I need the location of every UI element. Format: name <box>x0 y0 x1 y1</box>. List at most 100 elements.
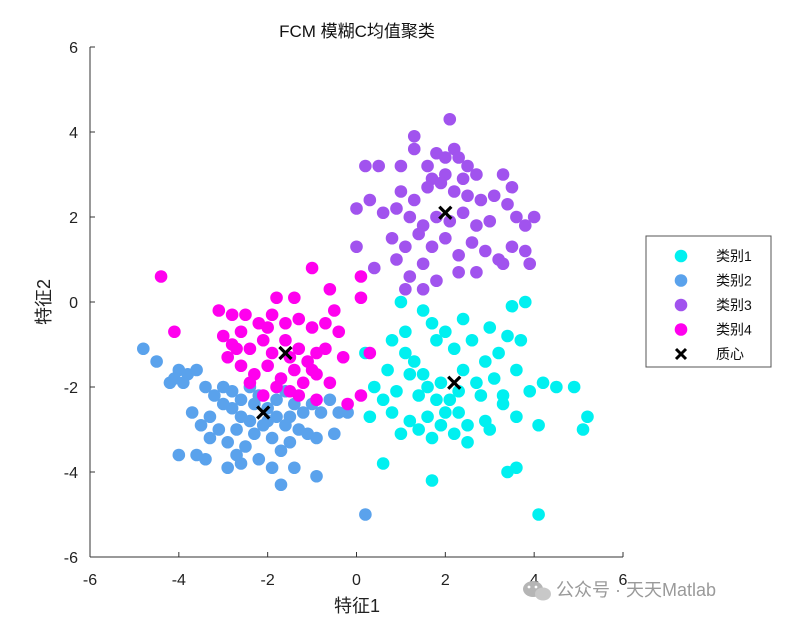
data-point <box>323 393 337 407</box>
data-point <box>465 333 479 347</box>
data-point <box>514 333 528 347</box>
data-point <box>265 431 279 445</box>
data-point <box>461 418 474 432</box>
data-point <box>390 384 403 398</box>
centroid-markers <box>256 205 462 420</box>
data-point <box>199 452 212 466</box>
data-point <box>479 244 492 258</box>
data-point <box>452 384 465 398</box>
data-point <box>310 431 323 445</box>
data-point <box>212 304 226 317</box>
data-point <box>248 427 261 441</box>
data-point <box>261 359 274 373</box>
data-point <box>274 444 288 458</box>
data-point <box>403 210 417 224</box>
data-point <box>430 393 443 407</box>
legend-marker <box>674 249 688 263</box>
data-point <box>399 282 412 296</box>
data-point <box>550 380 563 394</box>
data-point <box>443 393 457 407</box>
data-point <box>314 406 328 419</box>
data-point <box>496 168 510 181</box>
data-point <box>412 227 425 241</box>
data-point <box>288 291 301 305</box>
data-point <box>434 376 448 390</box>
legend-marker <box>674 323 688 336</box>
series-3 <box>350 112 541 296</box>
data-point <box>390 202 403 215</box>
data-point <box>359 508 372 521</box>
data-point <box>203 431 217 445</box>
data-point <box>439 406 452 419</box>
data-point <box>510 410 523 424</box>
data-point <box>354 291 368 305</box>
data-point <box>505 240 519 254</box>
y-tick-label: -6 <box>64 550 78 567</box>
data-point <box>203 410 217 424</box>
data-point <box>487 372 501 385</box>
data-point <box>505 299 519 313</box>
x-tick-label: -4 <box>172 572 186 589</box>
data-point <box>208 389 221 402</box>
data-point <box>332 325 346 339</box>
data-point <box>212 423 226 436</box>
centroid-marker <box>278 345 293 361</box>
data-point <box>305 363 319 377</box>
y-tick-label: -4 <box>64 465 78 482</box>
series-1 <box>359 295 594 521</box>
data-point <box>221 461 234 475</box>
data-point <box>376 206 390 220</box>
legend-box <box>645 235 772 368</box>
y-tick-label: -2 <box>64 380 78 397</box>
legend-marker-centroid <box>674 347 688 361</box>
chart-title: FCM 模糊C均值聚类 <box>279 22 435 41</box>
data-point <box>456 363 470 377</box>
data-point <box>407 355 421 368</box>
data-point <box>407 142 421 156</box>
data-point <box>399 325 412 339</box>
data-point <box>274 478 288 492</box>
data-point <box>288 461 301 475</box>
data-point <box>319 342 332 356</box>
data-point <box>407 129 421 143</box>
data-point <box>430 274 443 288</box>
data-point <box>216 329 230 343</box>
data-point <box>376 457 390 470</box>
data-point <box>150 355 163 368</box>
data-point <box>496 257 510 271</box>
data-point <box>243 342 257 356</box>
data-point <box>501 465 514 479</box>
data-point <box>234 359 248 373</box>
data-point <box>230 342 243 356</box>
data-point <box>443 112 457 126</box>
data-point <box>332 406 346 419</box>
data-point <box>270 291 283 305</box>
data-point <box>154 270 168 283</box>
data-point <box>501 197 514 211</box>
data-point <box>367 380 381 394</box>
data-point <box>292 312 306 326</box>
data-points <box>137 112 594 521</box>
centroid-marker <box>256 405 271 420</box>
data-point <box>327 427 341 441</box>
data-point <box>394 185 408 198</box>
data-point <box>510 210 523 224</box>
data-point <box>452 265 465 279</box>
data-point <box>439 151 452 164</box>
data-point <box>363 346 377 360</box>
data-point <box>310 393 323 407</box>
data-point <box>492 346 505 360</box>
data-point <box>270 410 283 424</box>
data-point <box>323 282 337 296</box>
data-point <box>168 325 181 339</box>
data-point <box>461 189 474 203</box>
x-tick-label: -6 <box>83 572 97 589</box>
data-point <box>261 321 274 334</box>
data-point <box>292 342 306 356</box>
legend-marker <box>674 274 688 287</box>
data-point <box>296 406 310 419</box>
data-point <box>461 435 474 449</box>
data-point <box>296 376 310 390</box>
data-point <box>483 321 497 334</box>
centroid-marker <box>447 375 462 390</box>
